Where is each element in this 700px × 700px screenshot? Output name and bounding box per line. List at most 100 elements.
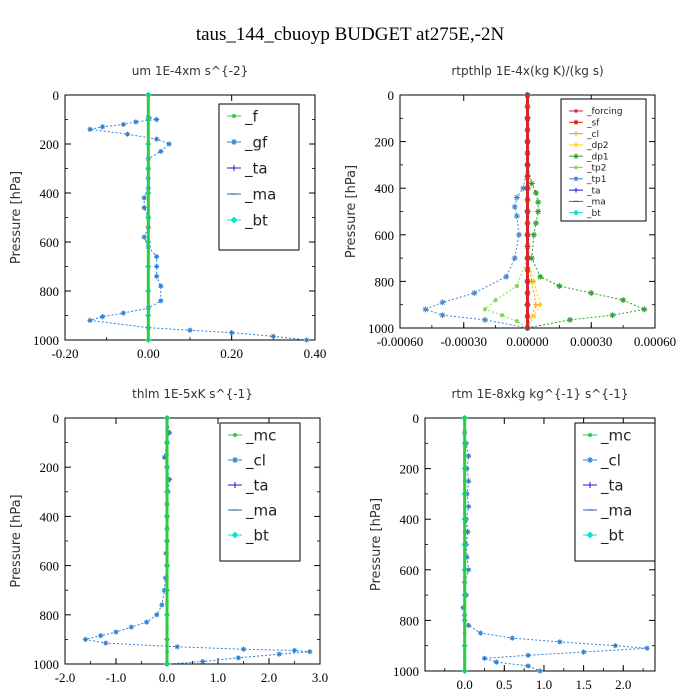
data-point (165, 502, 169, 506)
chart-panel-4: rtm 1E-8xkg kg^{-1} s^{-1} Pressure [hPa]… (369, 387, 656, 692)
data-point (533, 301, 539, 308)
legend-item-ta: _ta (569, 186, 601, 196)
y-tick-label: 200 (400, 462, 420, 477)
x-tick-label: -0.00030 (440, 334, 487, 349)
data-point (609, 312, 616, 319)
data-point (166, 430, 173, 436)
y-tick-label: 0 (53, 411, 60, 426)
data-point (146, 289, 151, 293)
data-point (462, 605, 467, 610)
x-tick-label: 0.00 (137, 346, 160, 361)
data-point (503, 273, 510, 280)
legend-marker (231, 139, 237, 145)
legend-label: _dp2 (586, 141, 609, 151)
data-point (422, 306, 429, 313)
data-point (98, 633, 104, 639)
data-point (133, 119, 139, 125)
y-tick-label: 600 (375, 228, 395, 243)
data-point (154, 116, 160, 123)
data-point (99, 124, 106, 130)
data-point (482, 307, 488, 312)
legend: _mc _cl _ta _ma _bt (574, 422, 656, 562)
x-tick-label: 1.0 (536, 677, 552, 692)
data-point (466, 453, 472, 459)
y-tick-label: 400 (400, 512, 420, 527)
legend-label: _tp2 (586, 164, 606, 174)
legend-marker (232, 482, 238, 488)
legend-item-mc: _mc (583, 426, 631, 445)
legend-label: _mc (245, 426, 276, 445)
data-point (525, 104, 530, 109)
legend-item-ta: _ta (227, 159, 268, 178)
data-point (159, 602, 165, 608)
legend-marker (231, 113, 237, 119)
legend-label: _ma (586, 198, 606, 208)
data-point (525, 186, 530, 191)
x-tick-label: 0.20 (220, 346, 243, 361)
legend-marker (230, 216, 238, 224)
data-point (462, 504, 467, 509)
data-point (535, 199, 542, 206)
data-point (200, 658, 206, 665)
data-point (174, 644, 180, 650)
data-point (166, 476, 173, 483)
data-point (525, 221, 530, 226)
data-point (525, 174, 530, 179)
legend-marker (587, 457, 593, 463)
y-tick-label: 600 (40, 559, 60, 574)
legend-label: _ma (245, 501, 277, 520)
data-point (462, 580, 467, 585)
data-point (165, 440, 169, 445)
y-axis-label: Pressure [hPa] (369, 498, 384, 591)
data-point (276, 651, 282, 657)
data-point (525, 127, 530, 133)
legend-item-bt: _bt (228, 526, 269, 545)
data-point (462, 643, 467, 648)
legend-item-gf: _gf (227, 133, 268, 152)
data-point (462, 416, 467, 420)
legend-label: _ma (600, 501, 632, 520)
data-point (291, 647, 298, 654)
y-tick-label: 600 (40, 235, 60, 250)
legend-item-ma: _ma (227, 185, 276, 204)
legend-box (219, 422, 301, 562)
data-point (165, 526, 169, 531)
chart-panel-3: thlm 1E-5xK s^{-1} Pressure [hPa] -2.0 -1.0… (9, 387, 328, 685)
data-point (165, 662, 169, 666)
y-tick-label: 0 (53, 88, 60, 103)
data-point (528, 255, 535, 262)
data-point (113, 629, 119, 635)
data-point (165, 514, 169, 519)
data-point (154, 136, 160, 142)
data-point (567, 316, 573, 323)
data-point (165, 551, 169, 556)
legend-label: _gf (244, 133, 268, 152)
data-point (146, 93, 151, 97)
data-point (466, 478, 472, 484)
data-point (525, 209, 530, 214)
x-tick-label: 0.40 (304, 346, 327, 361)
y-tick-label: 1000 (33, 657, 59, 672)
data-point (154, 254, 160, 260)
panel-title: rtm 1E-8xkg kg^{-1} s^{-1} (451, 387, 628, 401)
legend-item-cl: _cl (583, 451, 621, 470)
legend-marker (232, 457, 238, 463)
legend-item-mc: _mc (228, 426, 276, 445)
data-point (304, 337, 310, 343)
series-forcing (525, 92, 530, 331)
legend-marker (586, 531, 594, 539)
data-point (533, 189, 539, 196)
x-tick-label: 1.0 (210, 670, 226, 685)
data-point (462, 542, 467, 547)
y-tick-label: 400 (40, 186, 60, 201)
y-tick-label: 1000 (368, 321, 394, 336)
x-tick-label: -1.0 (106, 670, 127, 685)
data-point (528, 180, 535, 187)
data-point (146, 117, 151, 122)
data-point (462, 567, 467, 572)
data-point (481, 655, 488, 661)
legend-label: _cl (586, 130, 599, 140)
data-point (466, 567, 472, 573)
legend: _forcing_sf _cl_dp2_dp1 _tp2_tp1_ta _ma_bt (560, 98, 647, 222)
data-point (146, 338, 151, 342)
